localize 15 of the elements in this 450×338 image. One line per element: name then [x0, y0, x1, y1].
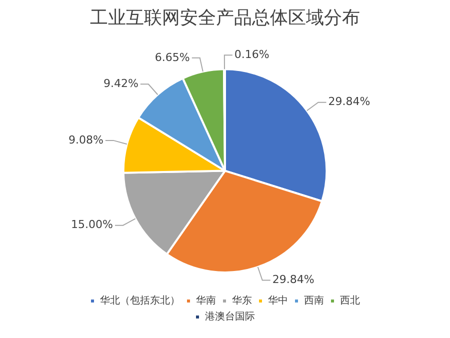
legend-label: 西北 [340, 294, 360, 307]
data-label: 29.84% [272, 273, 314, 286]
legend-label: 华北（包括东北） [100, 294, 180, 307]
data-label: 0.16% [234, 48, 270, 62]
chart-title: 工业互联网安全产品总体区域分布 [90, 7, 360, 28]
legend-label: 华东 [232, 294, 252, 307]
data-label: 9.08% [68, 133, 104, 146]
data-label: 6.65% [154, 50, 190, 64]
data-label: 15.00% [71, 218, 114, 232]
legend-label: 港澳台国际 [205, 310, 255, 323]
legend-label: 华中 [268, 294, 288, 307]
legend-label: 华南 [196, 294, 216, 307]
data-label: 29.84% [328, 95, 370, 108]
data-label: 9.42% [103, 77, 138, 90]
legend-label: 西南 [304, 294, 324, 307]
